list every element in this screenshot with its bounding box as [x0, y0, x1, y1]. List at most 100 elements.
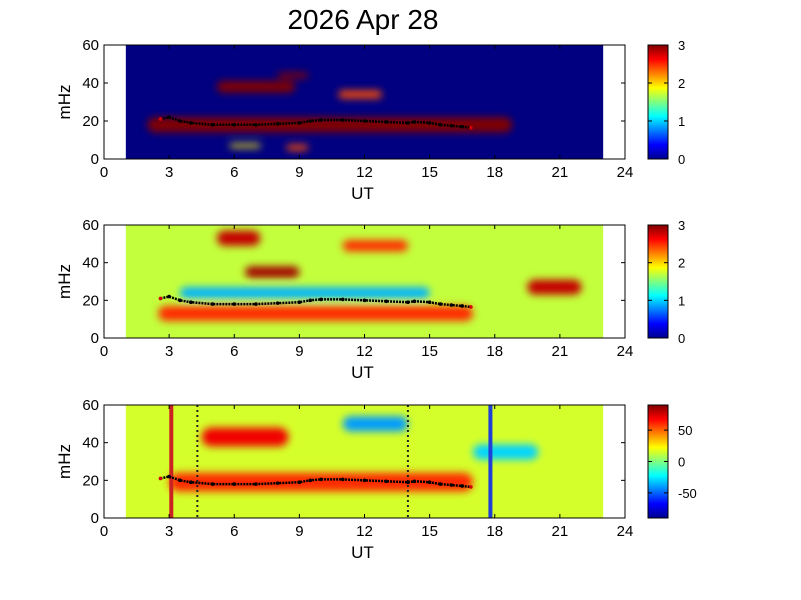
ridge-point [460, 484, 464, 488]
ridge-point [412, 299, 417, 304]
ridge-point [189, 300, 193, 305]
x-tick-label: 0 [100, 343, 108, 360]
colorbar-frame [647, 44, 669, 160]
heatmap-region [147, 117, 513, 133]
ridge-point [427, 300, 432, 305]
heatmap-region [201, 427, 289, 447]
colorbar-gradient [648, 45, 668, 159]
ridge-point [319, 118, 323, 122]
y-tick-label: 40 [82, 75, 99, 92]
ridge-point [178, 478, 182, 483]
x-tick-label: 12 [356, 523, 373, 540]
heatmap-region [277, 72, 309, 79]
middle-colorbar: 0 1 2 3 [647, 218, 685, 346]
x-tick-label: 6 [230, 164, 238, 181]
x-tick-label: 15 [421, 164, 438, 181]
ridge-point [158, 117, 163, 121]
x-tick-label: 18 [486, 343, 503, 360]
heatmap-region [245, 266, 300, 278]
ridge-point [460, 304, 464, 308]
ridge-point [362, 119, 367, 123]
colorbar-tick-label: 50 [678, 423, 692, 438]
ridge-point [275, 122, 280, 126]
heatmap-region [286, 144, 309, 151]
colorbar-tick-label: 1 [678, 114, 685, 129]
colorbar-tick-label: 2 [678, 76, 685, 91]
x-tick-label: 0 [100, 164, 108, 181]
x-tick-label: 24 [617, 343, 634, 360]
heatmap-region [473, 444, 539, 460]
ridge-point [158, 296, 163, 301]
y-axis-label: mHz [55, 444, 74, 479]
colorbar-tick-label: 0 [678, 455, 685, 470]
ridge-point [340, 118, 345, 122]
colorbar-frame [647, 224, 669, 339]
middle-heatmap [125, 225, 604, 338]
y-tick-label: 60 [82, 217, 99, 234]
y-tick-label: 20 [82, 292, 99, 309]
ridge-point [178, 119, 182, 123]
x-tick-label: 9 [295, 523, 303, 540]
colorbar-tick-label: 3 [678, 218, 685, 233]
bottom-colorbar: 50 0 -50 [647, 404, 697, 519]
x-tick-label: 9 [295, 343, 303, 360]
colorbar-gradient [648, 405, 668, 518]
x-axis-label: UT [351, 543, 374, 562]
ridge-point [308, 119, 313, 123]
ridge-point [297, 480, 302, 485]
x-tick-label: 15 [421, 523, 438, 540]
ridge-point [232, 302, 237, 306]
ridge-point [275, 481, 280, 485]
ridge-point [460, 124, 464, 129]
ridge-point [384, 299, 389, 304]
colorbar-tick-label: 1 [678, 293, 685, 308]
heatmap-region [158, 305, 474, 322]
colorbar-gradient [648, 225, 668, 338]
ridge-point [406, 480, 410, 485]
heatmap-region [216, 230, 261, 246]
heatmap-region [338, 90, 382, 99]
bottom-panel: 0 3 6 9 12 15 18 21 24 0 20 40 60 UT mHz 50 0 -50 [55, 397, 697, 562]
colorbar-tick-label: -50 [678, 486, 697, 501]
y-tick-label: 20 [82, 472, 99, 489]
ridge-point [189, 480, 193, 485]
bottom-heatmap [125, 405, 604, 518]
y-axis-label: mHz [55, 85, 74, 120]
ridge-point [340, 477, 345, 482]
ridge-point [167, 115, 171, 119]
ridge-point [469, 305, 473, 309]
x-tick-label: 9 [295, 164, 303, 181]
x-tick-label: 6 [230, 523, 238, 540]
ridge-point [469, 485, 473, 489]
heatmap-region [342, 416, 408, 432]
y-tick-label: 40 [82, 435, 99, 452]
y-tick-label: 60 [82, 37, 99, 54]
x-tick-label: 3 [165, 523, 173, 540]
heatmap-region [169, 472, 474, 492]
ridge-point [449, 483, 454, 487]
ridge-point [406, 121, 410, 125]
y-tick-label: 60 [82, 397, 99, 414]
ridge-point [232, 482, 237, 486]
ridge-point [158, 476, 163, 481]
ridge-point [210, 482, 215, 486]
ridge-point [427, 480, 432, 485]
x-tick-label: 3 [165, 343, 173, 360]
ridge-point [412, 479, 417, 484]
ridge-point [340, 297, 345, 302]
ridge-point [438, 482, 443, 486]
ridge-point [406, 300, 410, 305]
y-axis-label: mHz [55, 264, 74, 299]
ridge-point [167, 474, 171, 479]
ridge-point [319, 297, 323, 302]
x-tick-label: 12 [356, 164, 373, 181]
x-tick-label: 21 [552, 523, 569, 540]
ridge-point [189, 121, 193, 125]
y-tick-label: 20 [82, 113, 99, 130]
heatmap-region [216, 81, 296, 93]
heatmap-region [527, 279, 582, 295]
y-tick-label: 40 [82, 255, 99, 272]
x-tick-label: 18 [486, 523, 503, 540]
